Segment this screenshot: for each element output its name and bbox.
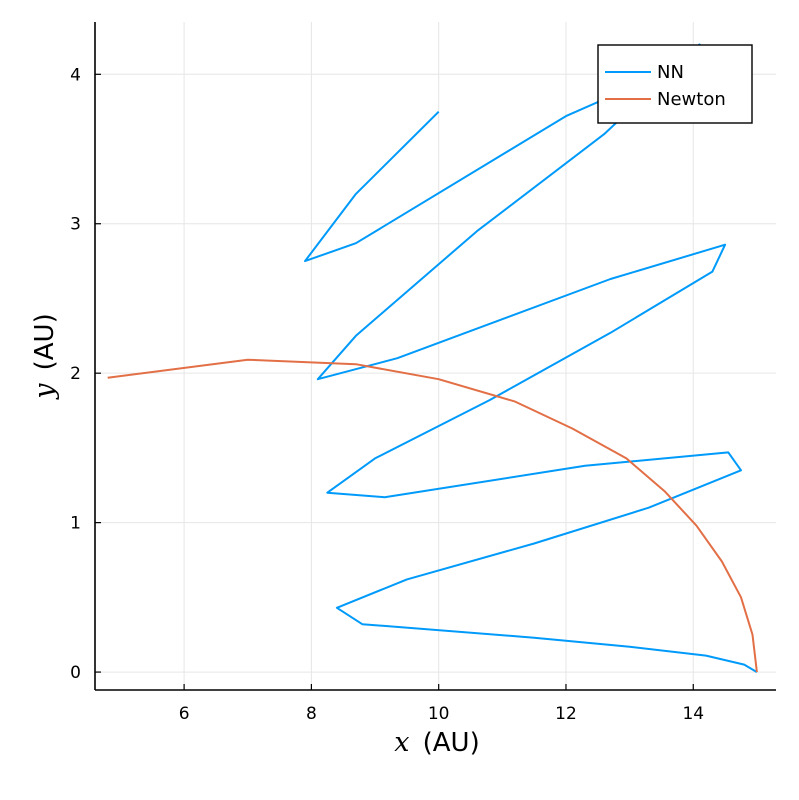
x-tick-label: 14 xyxy=(682,704,704,724)
series-line-nn xyxy=(304,43,758,673)
legend-box xyxy=(597,44,753,124)
axes xyxy=(94,22,776,691)
x-tick-label: 6 xyxy=(179,704,190,724)
x-axis-label-unit: (AU) xyxy=(423,728,480,758)
legend: NN Newton xyxy=(597,44,753,124)
x-tick-label: 12 xyxy=(555,704,577,724)
y-axis-label-var: y xyxy=(29,383,60,400)
y-tick-label: 3 xyxy=(70,215,81,235)
legend-label-nn: NN xyxy=(657,62,684,83)
legend-label-newton: Newton xyxy=(657,89,726,110)
y-tick-label: 4 xyxy=(70,65,81,85)
y-tick-label: 0 xyxy=(70,663,81,683)
x-tick-label: 8 xyxy=(306,704,317,724)
x-tick-label: 10 xyxy=(428,704,450,724)
y-axis-label-unit: (AU) xyxy=(30,313,60,370)
y-axis-label: y (AU) xyxy=(29,313,60,399)
x-axis-label: x (AU) xyxy=(394,727,479,758)
plot-area xyxy=(107,43,758,673)
y-tick-label: 2 xyxy=(70,364,81,384)
series-line-newton xyxy=(107,358,758,673)
x-axis-label-var: x xyxy=(394,727,409,758)
y-tick-label: 1 xyxy=(70,514,81,534)
